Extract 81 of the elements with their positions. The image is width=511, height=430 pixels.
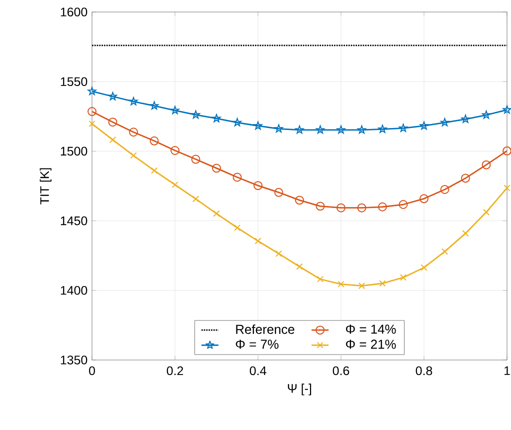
point: [378, 202, 387, 212]
point: [170, 146, 180, 155]
point: [213, 210, 220, 217]
y-tick-label: 1400: [60, 286, 88, 295]
point: [295, 125, 304, 134]
y-tick-label: 1550: [60, 77, 88, 86]
point: [150, 101, 159, 110]
x-tick-label: 0.8: [416, 366, 432, 376]
point: [191, 154, 200, 164]
point: [295, 196, 304, 205]
x-axis-title: Ψ [-]: [288, 384, 312, 396]
x-tick-label: 0.4: [250, 366, 266, 376]
point: [440, 184, 450, 194]
point: [150, 136, 159, 146]
point: [336, 125, 346, 134]
point: [88, 120, 96, 128]
point: [254, 121, 262, 130]
point: [482, 160, 491, 170]
point: [420, 194, 428, 204]
point: [212, 114, 221, 122]
point: [379, 280, 386, 287]
point: [274, 188, 284, 197]
point: [234, 224, 241, 232]
point: [338, 280, 344, 288]
y-tick-label: 1450: [60, 216, 88, 226]
point: [170, 106, 180, 114]
point: [130, 152, 137, 159]
legend-label: Φ = 7%: [236, 340, 278, 349]
point: [441, 248, 448, 255]
point: [150, 167, 158, 174]
point: [108, 118, 118, 127]
point: [420, 264, 428, 271]
x-tick-label: 0.2: [166, 366, 184, 376]
point: [316, 125, 325, 134]
point: [336, 203, 346, 212]
point: [398, 124, 408, 132]
y-tick-label: 1500: [60, 146, 88, 156]
point: [88, 107, 96, 116]
point: [358, 282, 366, 290]
point: [378, 124, 387, 133]
point: [232, 172, 242, 182]
point: [296, 263, 303, 270]
point: [398, 200, 408, 209]
point: [108, 92, 118, 100]
point: [316, 202, 325, 211]
x-tick-label: 0: [89, 366, 95, 376]
point: [172, 181, 178, 188]
point: [192, 196, 200, 202]
point: [461, 114, 470, 123]
point: [504, 184, 510, 192]
y-tick-label: 1600: [60, 8, 88, 16]
point: [88, 86, 96, 96]
point: [254, 181, 262, 190]
point: [129, 97, 138, 106]
point: [400, 274, 407, 281]
x-tick-label: 1: [504, 366, 510, 375]
y-axis-title: TIT [K]: [40, 168, 52, 204]
point: [357, 125, 366, 134]
point: [109, 136, 116, 144]
legend-label: Reference: [236, 324, 294, 334]
point: [191, 110, 200, 119]
point: [462, 230, 469, 237]
legend-label: Φ = 21%: [346, 340, 396, 349]
point: [482, 208, 490, 216]
point: [274, 124, 284, 133]
point: [275, 250, 282, 257]
point: [502, 105, 511, 114]
point: [440, 118, 450, 126]
point: [357, 203, 366, 212]
y-tick-label: 1350: [60, 356, 88, 364]
point: [482, 110, 491, 119]
point: [420, 121, 428, 130]
point: [212, 164, 221, 173]
point: [502, 146, 511, 156]
point: [461, 174, 470, 183]
legend-label: Φ = 14%: [346, 324, 396, 334]
point: [232, 118, 242, 126]
point: [254, 238, 262, 244]
x-tick-label: 0.6: [332, 366, 350, 376]
point: [316, 276, 324, 282]
point: [129, 128, 138, 137]
